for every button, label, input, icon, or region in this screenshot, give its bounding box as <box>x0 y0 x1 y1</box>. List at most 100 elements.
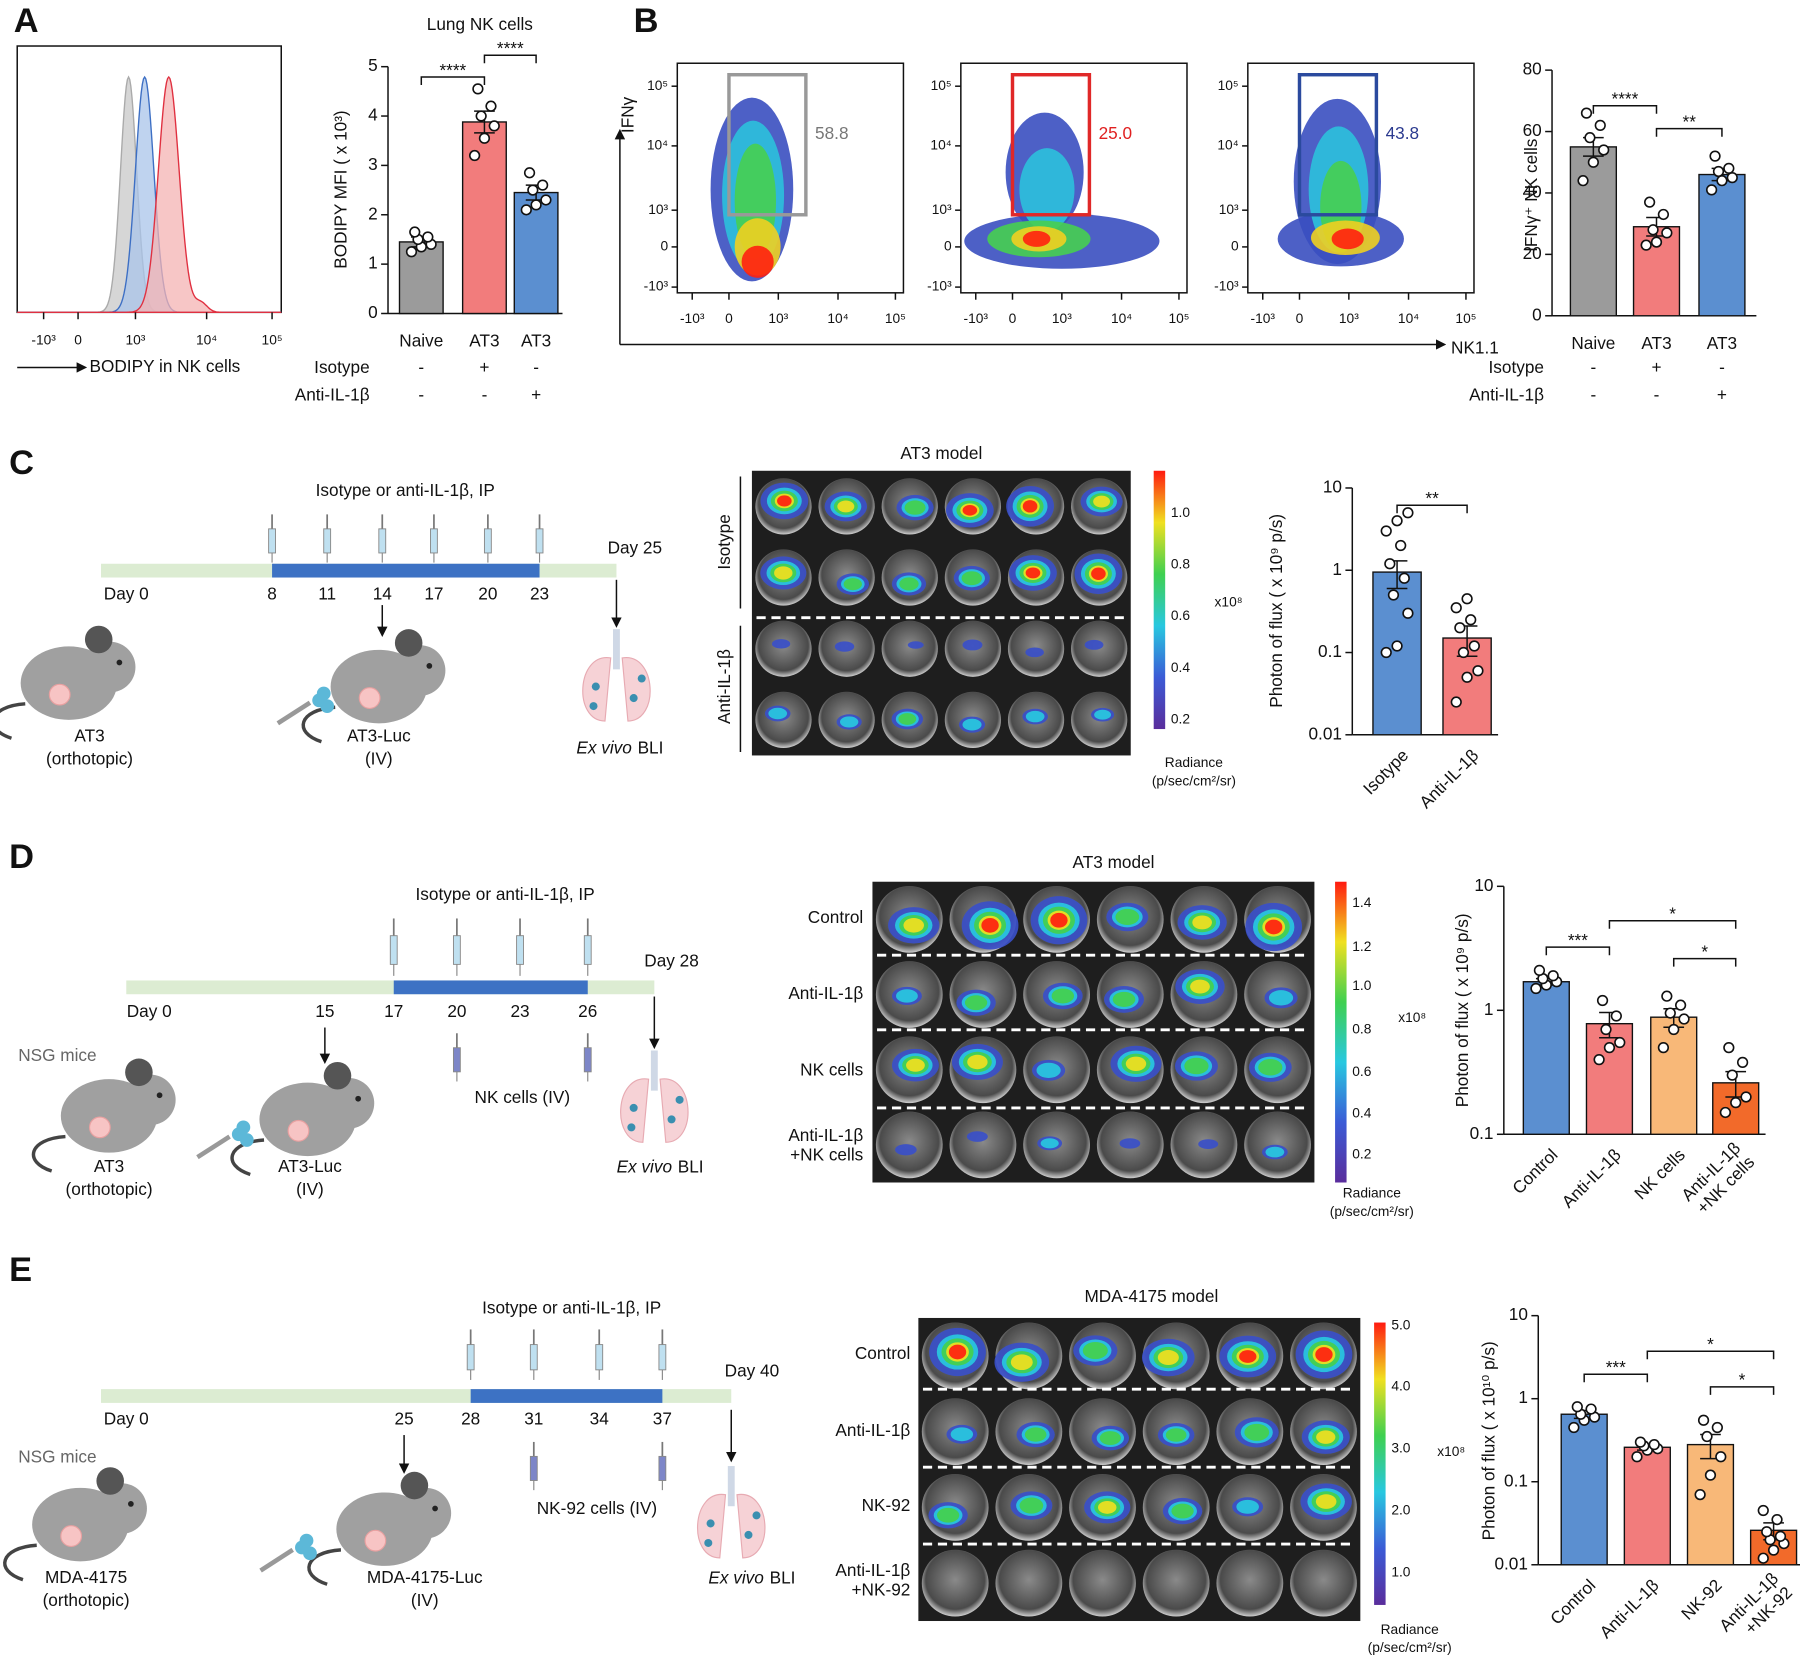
colorbar-label: 0.6 <box>1352 1064 1371 1079</box>
x-tick-label: -10³ <box>680 311 705 326</box>
day-label: 14 <box>373 583 393 603</box>
signal <box>1198 1139 1219 1149</box>
y-tick-label: 60 <box>1523 120 1542 140</box>
signal <box>1115 908 1140 925</box>
y-tick-label: 1 <box>1332 559 1342 579</box>
day-label: 37 <box>653 1409 672 1429</box>
well <box>1290 1549 1357 1617</box>
y-axis-label: BODIPY MFI ( x 10³) <box>331 110 351 268</box>
data-point <box>530 199 542 211</box>
y-tick-label: 0 <box>1532 304 1542 324</box>
row-label: Anti-IL-1β <box>714 649 734 724</box>
metastasis <box>627 1123 636 1132</box>
colorbar-label: 0.4 <box>1171 660 1190 675</box>
colorbar-label: 1.2 <box>1352 939 1371 954</box>
syringe-icon <box>529 1441 538 1491</box>
signal <box>1244 1423 1270 1441</box>
x-tick-label: Anti-IL-1β <box>1595 1575 1662 1642</box>
condition-value: + <box>479 357 489 377</box>
day-label: 20 <box>478 583 497 603</box>
flow-frame <box>676 62 905 294</box>
colorbar-unit: (p/sec/cm²/sr) <box>1330 1204 1414 1219</box>
day-label: 15 <box>315 1001 334 1021</box>
lung <box>621 657 651 722</box>
data-point <box>520 204 532 216</box>
timeline-title: Isotype or anti-IL-1β, IP <box>316 480 495 500</box>
lungs-icon <box>620 1050 689 1143</box>
significance-label: **** <box>497 38 524 58</box>
x-axis-label: NK1.1 <box>1451 338 1499 358</box>
day-label: 11 <box>318 583 336 603</box>
mouse-head <box>125 1074 176 1126</box>
condition-value: + <box>531 385 541 405</box>
mouse-tail <box>301 705 336 744</box>
timeline-title: Isotype or anti-IL-1β, IP <box>416 884 595 904</box>
x-tick-label: Naive <box>1571 333 1615 353</box>
data-point <box>1380 525 1392 537</box>
data-point <box>1387 589 1400 601</box>
cell <box>236 1120 251 1135</box>
gate <box>727 72 808 217</box>
x-tick-label: 10³ <box>1339 311 1359 326</box>
syringe-icon <box>583 918 592 976</box>
y-tick-label: 10⁴ <box>647 138 668 153</box>
signal <box>1091 567 1106 580</box>
data-point <box>527 184 539 196</box>
data-point <box>488 120 500 132</box>
tumor <box>287 1119 310 1142</box>
well <box>921 1549 989 1617</box>
panel-letter: C <box>9 444 34 482</box>
syringe-icon <box>529 1329 538 1380</box>
significance-bracket <box>1646 1350 1775 1360</box>
day-label: Day 0 <box>104 1409 149 1429</box>
colorbar-unit: (p/sec/cm²/sr) <box>1368 1640 1452 1655</box>
cell <box>320 699 335 713</box>
barrel <box>516 935 524 965</box>
data-point <box>468 149 481 162</box>
data-point <box>1402 607 1414 619</box>
nk-label: NK cells (IV) <box>475 1087 571 1107</box>
data-point <box>1771 1513 1783 1526</box>
y-tick-label: 10³ <box>648 202 668 217</box>
x-tick-label: 0 <box>1296 311 1304 326</box>
bli-italic: Ex vivo <box>708 1567 764 1587</box>
signal <box>843 578 862 591</box>
syringe <box>196 1134 231 1160</box>
bli-italic: Ex vivo <box>576 737 632 757</box>
data-point <box>1468 640 1480 652</box>
signal <box>774 566 793 580</box>
barrel <box>529 1455 538 1481</box>
data-point <box>475 110 487 122</box>
data-point <box>409 226 421 238</box>
x-tick-label: 10³ <box>768 311 788 326</box>
data-point <box>422 231 434 243</box>
signal <box>1157 1350 1179 1366</box>
group-label: AT3 <box>94 1156 124 1176</box>
mouse-eye <box>432 1505 438 1512</box>
day-label: 17 <box>424 583 443 603</box>
condition-value: - <box>1591 385 1597 405</box>
signal <box>1040 1138 1059 1149</box>
barrel <box>323 528 332 554</box>
signal <box>777 495 792 507</box>
group-label: AT3-Luc <box>278 1156 342 1176</box>
x-tick-label: 10⁴ <box>827 311 848 326</box>
cell <box>239 1133 254 1147</box>
signal <box>903 918 925 933</box>
data-point <box>1740 1091 1752 1103</box>
y-tick-label: 10³ <box>932 202 952 217</box>
syringe-icon <box>268 514 276 563</box>
density <box>1331 228 1364 250</box>
row-label: Control <box>808 907 863 927</box>
mouse-eye <box>355 1095 362 1102</box>
data-point <box>1610 1010 1622 1022</box>
signal <box>907 641 924 649</box>
signal <box>1024 1427 1047 1442</box>
data-point <box>1600 1023 1612 1036</box>
mouse-head <box>394 645 446 696</box>
data-point <box>1723 162 1735 175</box>
signal <box>1265 919 1283 935</box>
colorbar-label: 0.4 <box>1352 1105 1371 1120</box>
syringe-icon <box>516 918 524 976</box>
